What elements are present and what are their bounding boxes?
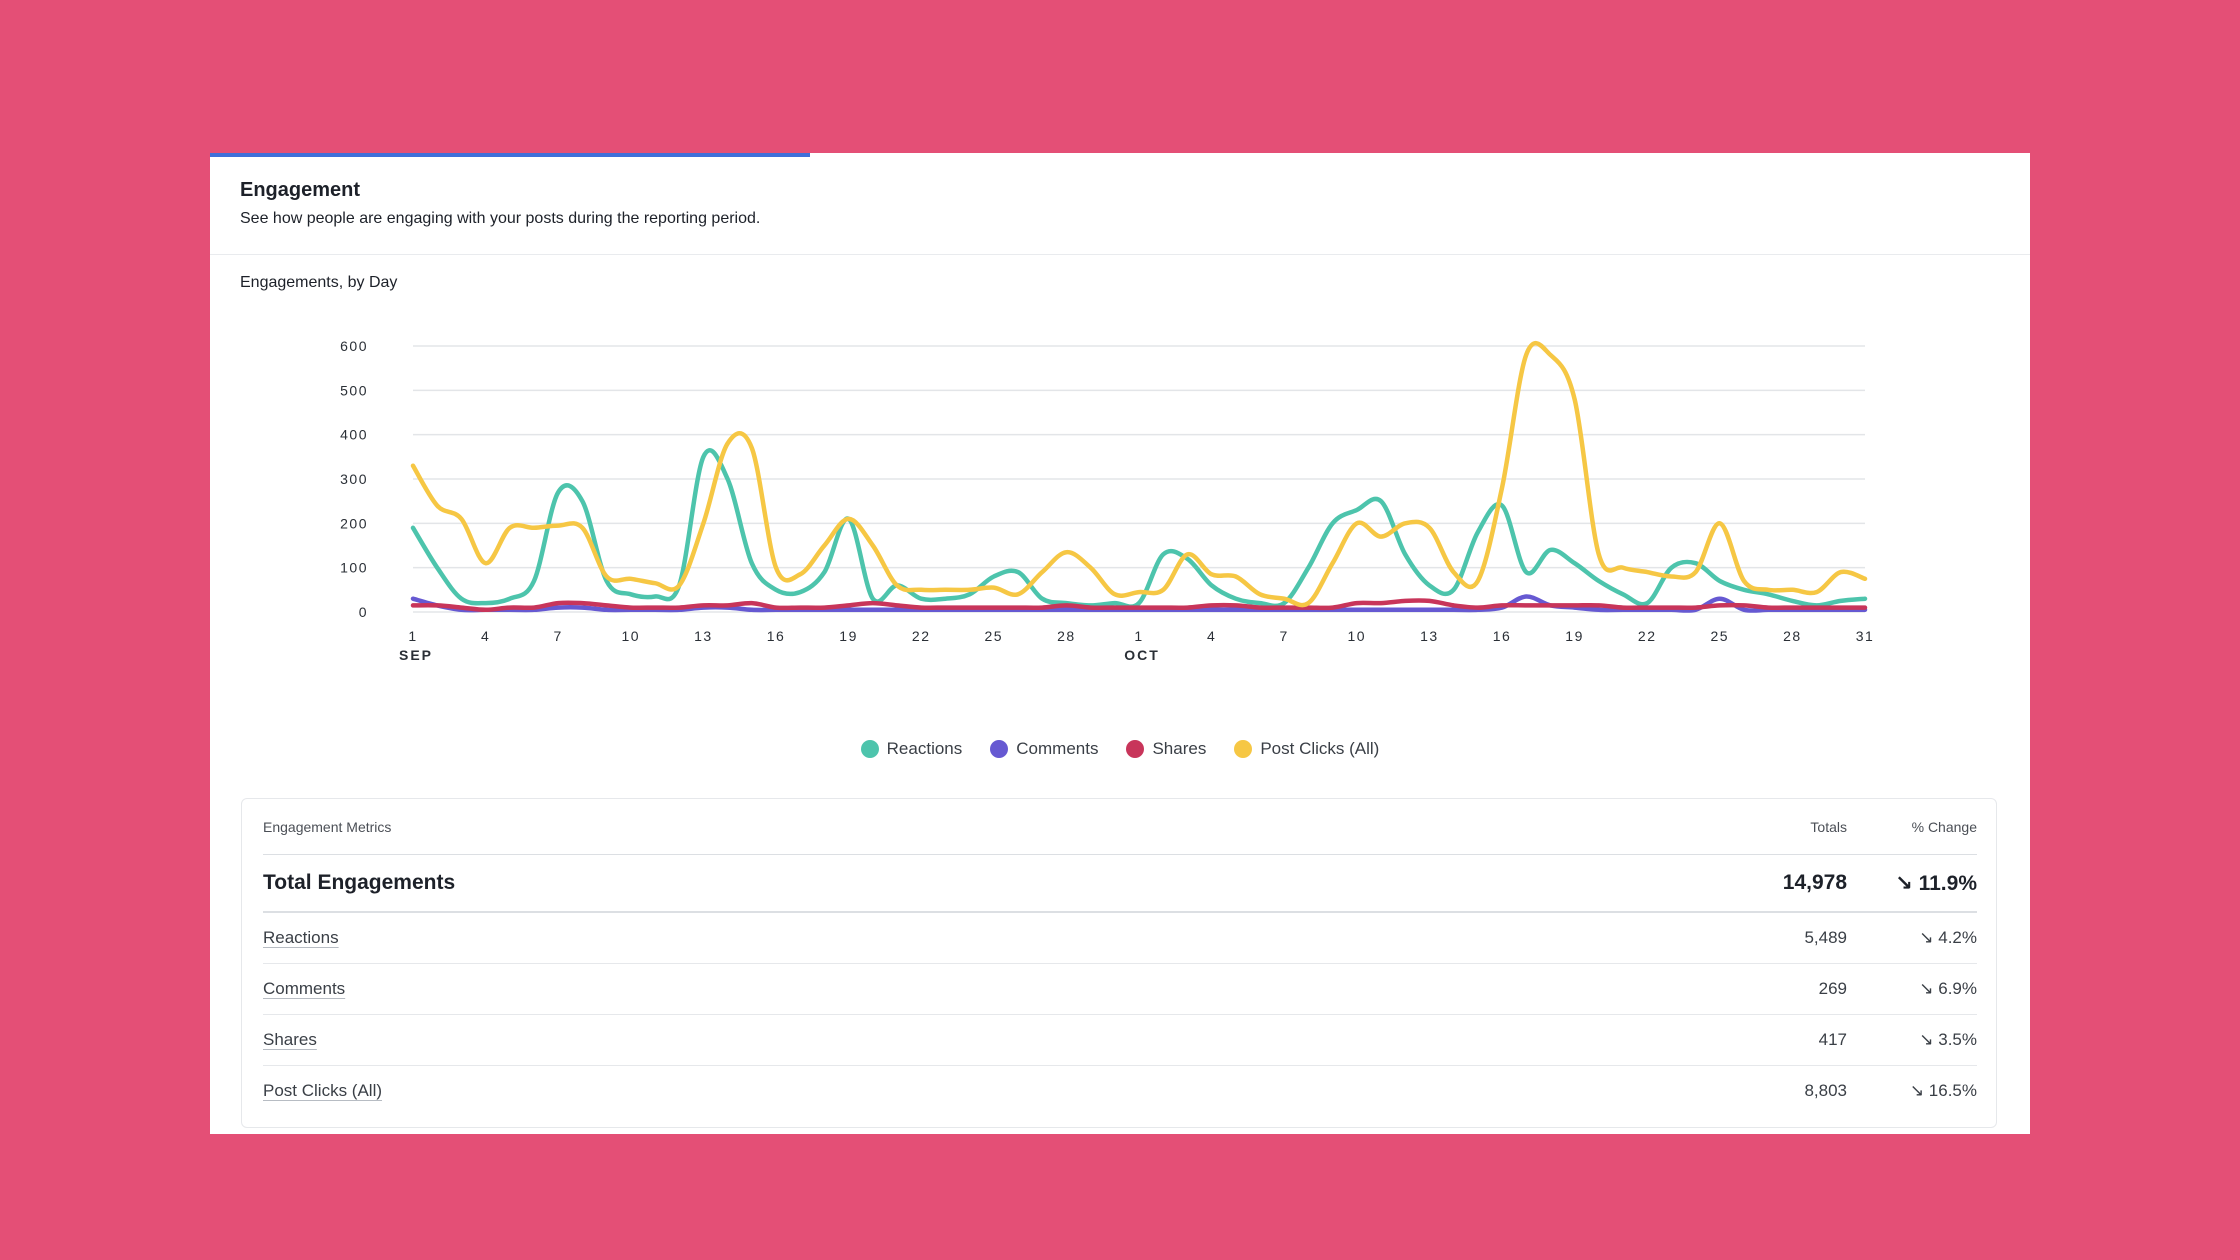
x-tick-label: 31 <box>1856 628 1875 644</box>
table-header-row: Engagement Metrics Totals % Change <box>263 799 1977 855</box>
post-clicks-total: 8,803 <box>1804 1081 1847 1100</box>
x-month-label: SEP <box>399 647 433 663</box>
x-tick-label: 28 <box>1057 628 1076 644</box>
y-tick-label: 100 <box>340 560 368 576</box>
header-metrics: Engagement Metrics <box>263 818 392 835</box>
x-tick-label: 13 <box>694 628 713 644</box>
legend-swatch-comments <box>990 740 1009 758</box>
reactions-total: 5,489 <box>1804 928 1847 947</box>
table-row: Reactions 5,489 ↘ 4.2% <box>263 913 1977 964</box>
y-tick-label: 600 <box>340 338 368 354</box>
x-tick-label: 19 <box>1565 628 1584 644</box>
legend-item-reactions[interactable]: Reactions <box>860 739 963 759</box>
x-tick-label: 4 <box>1207 628 1216 644</box>
x-tick-label: 1 <box>408 628 417 644</box>
post-clicks-change: ↘ 16.5% <box>1909 1081 1977 1100</box>
x-tick-label: 22 <box>1638 628 1657 644</box>
legend-label-comments: Comments <box>1016 739 1099 758</box>
total-engagements-label: Total Engagements <box>263 871 456 894</box>
series-line-shares <box>410 598 1868 613</box>
comments-total: 269 <box>1818 979 1847 998</box>
x-tick-label: 1 <box>1134 628 1143 644</box>
table-row: Shares 417 ↘ 3.5% <box>263 1015 1977 1066</box>
x-tick-label: 10 <box>1348 628 1367 644</box>
y-tick-label: 400 <box>340 427 368 443</box>
legend-item-comments[interactable]: Comments <box>990 739 1098 759</box>
x-tick-label: 10 <box>622 628 641 644</box>
legend-label-post-clicks: Post Clicks (All) <box>1260 739 1380 758</box>
total-engagements-value: 14,978 <box>1782 871 1847 894</box>
reactions-change: ↘ 4.2% <box>1919 928 1977 947</box>
x-tick-label: 19 <box>839 628 858 644</box>
comments-change: ↘ 6.9% <box>1919 979 1977 998</box>
x-month-label: OCT <box>1124 647 1160 663</box>
y-tick-label: 500 <box>340 382 368 398</box>
x-tick-label: 16 <box>767 628 786 644</box>
y-tick-label: 200 <box>340 515 368 531</box>
table-row: Post Clicks (All) 8,803 ↘ 16.5% <box>263 1066 1977 1116</box>
card-header: Engagement See how people are engaging w… <box>210 153 2030 255</box>
post-clicks-link[interactable]: Post Clicks (All) <box>263 1081 383 1100</box>
x-tick-label: 28 <box>1783 628 1802 644</box>
legend-label-reactions: Reactions <box>886 739 963 758</box>
legend-swatch-reactions <box>860 740 879 758</box>
y-tick-label: 300 <box>340 471 368 487</box>
x-tick-label: 25 <box>1711 628 1730 644</box>
chart-legend: Reactions Comments Shares Post Clicks (A… <box>210 739 2030 759</box>
shares-total: 417 <box>1818 1030 1847 1049</box>
table-row: Comments 269 ↘ 6.9% <box>263 964 1977 1015</box>
legend-label-shares: Shares <box>1152 739 1207 758</box>
chart-title: Engagements, by Day <box>240 274 398 291</box>
y-tick-label: 0 <box>359 604 368 620</box>
legend-swatch-post-clicks <box>1234 740 1253 758</box>
reactions-link[interactable]: Reactions <box>263 928 339 947</box>
total-engagements-change: ↘ 11.9% <box>1895 871 1977 895</box>
engagement-card: Engagement See how people are engaging w… <box>210 153 2030 1134</box>
x-tick-label: 16 <box>1493 628 1512 644</box>
shares-link[interactable]: Shares <box>263 1030 317 1049</box>
engagement-line-chart: 0 100 200 300 400 500 600 1 SEP 4 7 10 13 16 19 22 25 28 1… <box>340 338 1875 663</box>
series-line-reactions <box>410 448 1868 609</box>
card-title: Engagement <box>240 179 361 201</box>
legend-swatch-shares <box>1126 740 1145 758</box>
x-tick-label: 4 <box>481 628 490 644</box>
loading-progress-bar <box>210 153 810 157</box>
x-tick-label: 25 <box>985 628 1004 644</box>
x-tick-label: 7 <box>1280 628 1289 644</box>
x-tick-label: 13 <box>1420 628 1439 644</box>
header-change: % Change <box>1911 818 1977 835</box>
x-tick-label: 7 <box>554 628 563 644</box>
series-line-post-clicks <box>410 340 1868 608</box>
card-subtitle: See how people are engaging with your po… <box>240 210 761 227</box>
legend-item-shares[interactable]: Shares <box>1126 739 1206 759</box>
comments-link[interactable]: Comments <box>263 979 346 998</box>
x-tick-label: 22 <box>912 628 931 644</box>
engagement-metrics-table: Engagement Metrics Totals % Change Total… <box>241 798 1997 1128</box>
legend-item-post-clicks[interactable]: Post Clicks (All) <box>1234 739 1379 759</box>
header-totals: Totals <box>1810 818 1847 835</box>
shares-change: ↘ 3.5% <box>1919 1030 1977 1049</box>
total-engagements-row: Total Engagements 14,978 ↘ 11.9% <box>263 855 1977 913</box>
